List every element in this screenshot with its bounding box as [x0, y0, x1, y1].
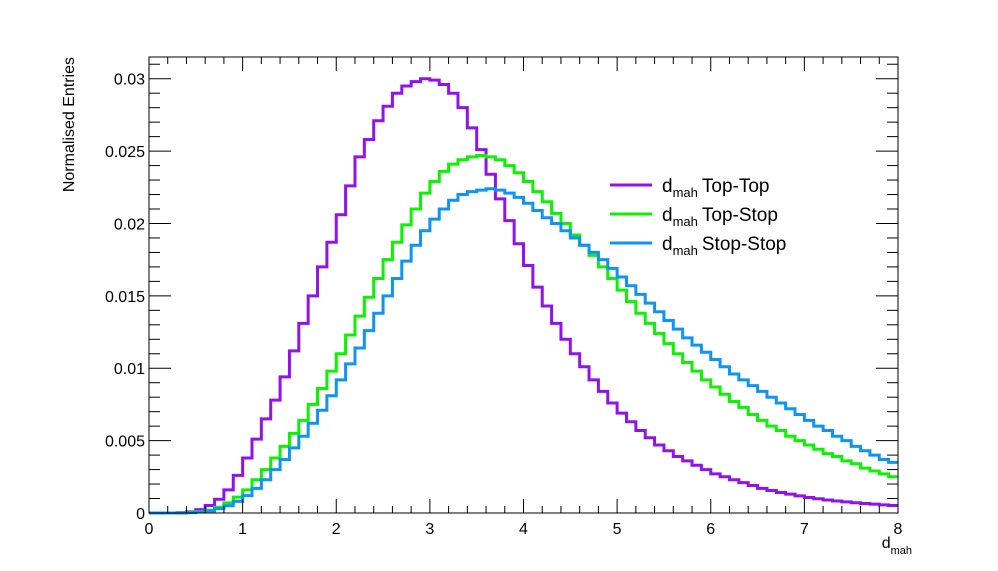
x-tick-label: 8: [894, 521, 903, 538]
x-tick-label: 3: [425, 521, 434, 538]
ticks-layer: [148, 57, 899, 514]
x-tick-label: 4: [519, 521, 528, 538]
legend-label-stop-stop: dmah Stop-Stop: [662, 234, 786, 258]
legend-entry-stop-stop: dmah Stop-Stop: [610, 234, 786, 258]
tick-labels-layer: 0 1 2 3 4 5 6 7 8 0 0.005 0.01 0.015 0.02 0.025 0.03: [105, 72, 903, 538]
y-tick-label: 0.03: [114, 72, 145, 89]
x-tick-label: 1: [238, 521, 247, 538]
x-tick-label: 5: [613, 521, 622, 538]
y-tick-label: 0.02: [114, 216, 145, 233]
x-tick-label: 7: [800, 521, 809, 538]
y-tick-label: 0: [136, 506, 145, 523]
series-layer: [149, 77, 898, 515]
x-axis-title-main: d: [882, 535, 891, 552]
y-tick-label: 0.025: [105, 144, 145, 161]
series-line-top-top: [149, 77, 898, 515]
legend-label-top-top: dmah Top-Top: [662, 176, 769, 200]
y-tick-label: 0.01: [114, 361, 145, 378]
x-tick-label: 2: [332, 521, 341, 538]
x-tick-label: 6: [706, 521, 715, 538]
legend-entry-top-top: dmah Top-Top: [610, 176, 769, 200]
x-axis-title-sub: mah: [891, 545, 912, 557]
y-tick-label: 0.015: [105, 289, 145, 306]
series-line-top-stop: [149, 153, 898, 515]
legend-label-top-stop: dmah Top-Stop: [662, 205, 778, 229]
x-axis-title: dmah: [882, 535, 912, 557]
series-line-stop-stop: [149, 187, 898, 515]
legend-entry-top-stop: dmah Top-Stop: [610, 205, 778, 229]
legend: dmah Top-Top dmah Top-Stop dmah Stop-Stop: [610, 176, 786, 258]
y-tick-label: 0.005: [105, 434, 145, 451]
x-tick-label: 0: [145, 521, 154, 538]
y-axis-title: Normalised Entries: [61, 57, 78, 192]
